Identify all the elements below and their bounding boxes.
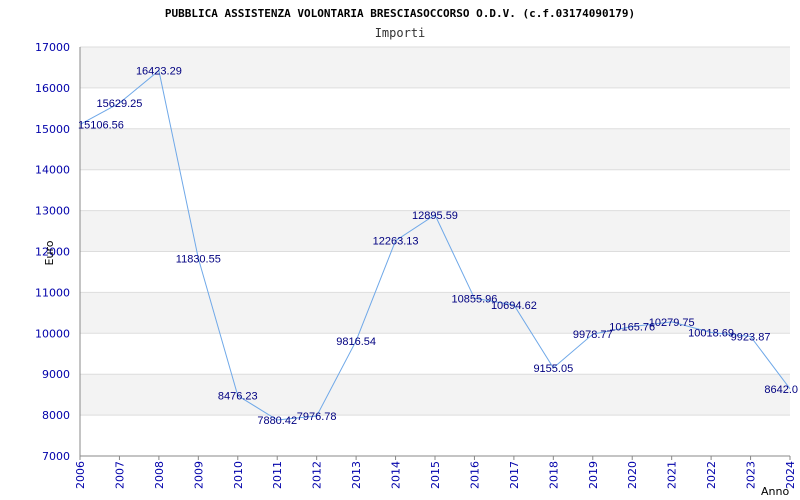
grid-band — [80, 292, 790, 334]
data-label: 9155.05 — [533, 363, 573, 375]
series-line — [79, 69, 791, 421]
grid-band — [80, 374, 790, 416]
x-tick-label: 2010 — [232, 461, 245, 489]
grid-band — [80, 128, 790, 170]
x-tick-label: 2018 — [547, 461, 560, 489]
data-label: 9816.54 — [336, 336, 376, 348]
x-tick-label: 2009 — [192, 461, 205, 489]
x-tick-label: 2020 — [626, 461, 639, 489]
y-tick-labels: 7000 8000 9000 10000 11000 12000 13000 14000 150… — [35, 41, 70, 463]
x-tick-label: 2023 — [745, 461, 758, 489]
x-tick-label: 2006 — [74, 461, 87, 489]
x-tick-label: 2014 — [390, 461, 403, 489]
x-tick-label: 2007 — [113, 461, 126, 489]
x-tick-label: 2012 — [311, 461, 324, 489]
data-label: 10165.76 — [609, 322, 655, 334]
chart-title: PUBBLICA ASSISTENZA VOLONTARIA BRESCIASO… — [165, 7, 635, 20]
data-label: 10855.96 — [451, 293, 497, 305]
y-axis-label: Euro — [43, 240, 56, 265]
x-tick-label: 2022 — [705, 461, 718, 489]
grid-band — [80, 47, 790, 88]
y-tick-label: 12000 — [35, 246, 70, 259]
data-label: 12895.59 — [412, 210, 458, 222]
x-tick-label: 2024 — [784, 461, 797, 489]
y-tick-label: 11000 — [35, 286, 70, 299]
x-tick-label: 2013 — [350, 461, 363, 489]
data-label: 9923.87 — [731, 331, 771, 343]
x-tick-label: 2011 — [271, 461, 284, 489]
data-label: 10694.62 — [491, 300, 537, 312]
y-tick-label: 17000 — [35, 41, 70, 54]
y-tick-label: 13000 — [35, 205, 70, 218]
x-axis-label: Anno — [761, 485, 789, 498]
x-tick-label: 2019 — [587, 461, 600, 489]
x-tick-label: 2015 — [429, 461, 442, 489]
data-label: 12263.13 — [373, 236, 419, 248]
grid-band — [80, 210, 790, 252]
data-label: 7880.42 — [257, 415, 297, 427]
x-tick-label: 2017 — [508, 461, 521, 489]
grid-lines — [79, 46, 791, 460]
y-tick-label: 7000 — [42, 450, 70, 463]
chart-subtitle: Importi — [375, 26, 426, 40]
data-label: 15106.56 — [78, 119, 124, 131]
data-label: 7976.78 — [297, 411, 337, 423]
x-tick-label: 2008 — [153, 461, 166, 489]
y-tick-label: 14000 — [35, 164, 70, 177]
x-tick-label: 2016 — [468, 461, 481, 489]
x-tick-labels: 2006 2007 2008 2009 2010 2011 2012 2013 2014 2015… — [74, 461, 797, 489]
y-tick-label: 16000 — [35, 82, 70, 95]
data-label: 15629.25 — [96, 98, 142, 110]
data-label: 8642.0 — [764, 384, 798, 396]
data-label: 10018.69 — [688, 328, 734, 340]
y-tick-label: 10000 — [35, 327, 70, 340]
x-tick-label: 2021 — [666, 461, 679, 489]
data-label: 11830.55 — [176, 253, 221, 265]
y-tick-label: 9000 — [42, 368, 70, 381]
data-label: 8476.23 — [218, 391, 258, 403]
data-label: 16423.29 — [136, 66, 182, 78]
background-bands — [80, 47, 790, 416]
data-labels: 15106.56 15629.25 16423.29 11830.55 8476.23 7… — [78, 66, 798, 427]
y-tick-label: 15000 — [35, 123, 70, 136]
y-tick-label: 8000 — [42, 409, 70, 422]
data-label: 10279.75 — [649, 317, 695, 329]
data-label: 9978.77 — [573, 329, 613, 341]
